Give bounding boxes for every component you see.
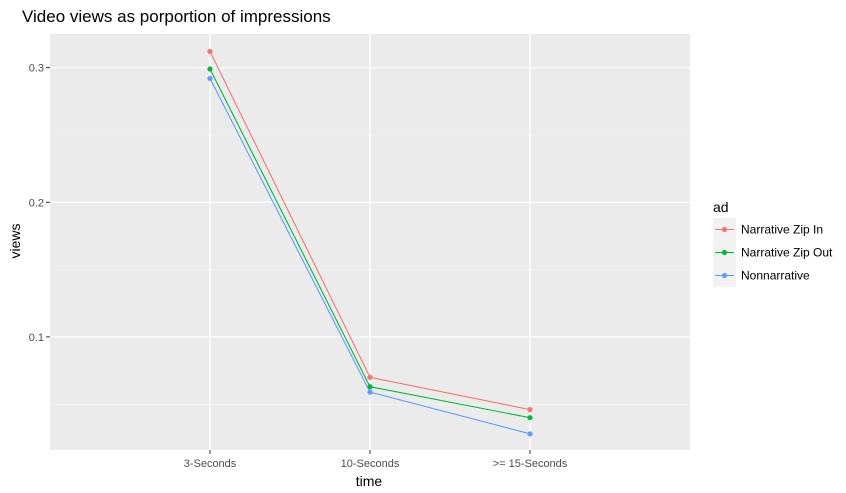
data-point — [207, 48, 213, 55]
data-point — [527, 407, 533, 413]
x-tick-label: 10-Seconds — [341, 458, 400, 470]
major-gridlines — [50, 34, 690, 450]
y-axis: 0.1 0.2 0.3 — [29, 63, 50, 344]
series-layer — [207, 48, 533, 437]
legend-item: Narrative Zip Out — [713, 241, 833, 264]
data-point — [527, 415, 533, 421]
legend-item: Nonnarrative — [713, 264, 810, 287]
legend: ad Narrative Zip In Narrative Zip Out Nonn… — [713, 199, 833, 287]
series — [207, 75, 533, 437]
data-point — [367, 374, 373, 380]
x-axis: 3-Seconds 10-Seconds >= 15-Seconds — [184, 450, 568, 470]
data-point — [367, 389, 373, 395]
x-tick-label: >= 15-Seconds — [493, 458, 568, 470]
data-point — [527, 431, 533, 437]
x-tick-label: 3-Seconds — [184, 458, 237, 470]
y-tick-label: 0.2 — [29, 197, 44, 209]
data-point — [207, 66, 213, 72]
legend-items: Narrative Zip In Narrative Zip Out Nonnarr… — [713, 218, 833, 287]
legend-title: ad — [713, 199, 729, 215]
legend-key-point — [721, 249, 728, 256]
data-point — [207, 75, 213, 82]
legend-label: Narrative Zip Out — [741, 246, 833, 260]
legend-key-point — [721, 226, 728, 233]
x-axis-title: time — [356, 473, 383, 489]
y-axis-title: views — [7, 223, 23, 258]
legend-item: Narrative Zip In — [713, 218, 823, 241]
data-point — [367, 384, 373, 390]
series — [207, 48, 533, 413]
legend-label: Narrative Zip In — [741, 223, 823, 237]
legend-key-point — [721, 272, 728, 279]
y-tick-label: 0.3 — [29, 63, 44, 75]
y-tick-label: 0.1 — [29, 332, 44, 344]
series — [207, 66, 533, 421]
legend-label: Nonnarrative — [741, 269, 810, 283]
chart-title: Video views as porportion of impressions — [22, 7, 331, 26]
